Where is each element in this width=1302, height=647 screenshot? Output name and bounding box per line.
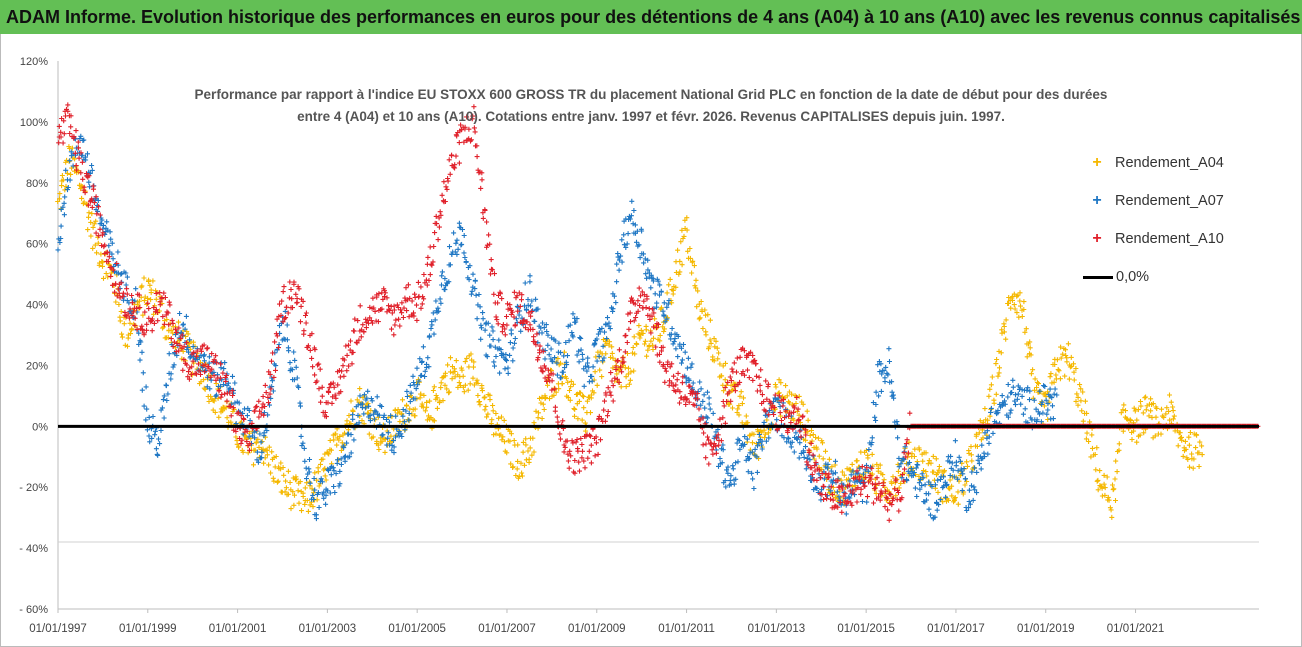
y-tick-label: 60%	[26, 239, 48, 251]
legend-item-a07: + Rendement_A07	[1079, 190, 1224, 212]
x-tick-label: 01/01/2013	[748, 623, 806, 635]
y-tick-label: 0%	[32, 421, 48, 433]
x-tick-label: 01/01/2001	[209, 623, 267, 635]
x-tick-label: 01/01/2021	[1107, 623, 1165, 635]
chart-subtitle-line2: entre 4 (A04) et 10 ans (A10). Cotations…	[297, 109, 1005, 124]
chart-area: 120% 100% 80% 60% 40% 20% 0% - 20% - 40% - 60% 01/…	[0, 34, 1302, 647]
chart-subtitle-line1: Performance par rapport à l'indice EU ST…	[194, 87, 1108, 102]
x-tick-label: 01/01/2017	[927, 623, 985, 635]
legend-item-zero-line: 0,0%	[1079, 266, 1149, 288]
legend-line-zero	[1083, 275, 1113, 279]
y-tick-label: 40%	[26, 300, 48, 312]
y-tick-label: 20%	[26, 360, 48, 372]
legend-item-a04: + Rendement_A04	[1079, 152, 1224, 174]
y-tick-label: - 40%	[19, 543, 48, 555]
chart-plot: 120% 100% 80% 60% 40% 20% 0% - 20% - 40% - 60% 01/…	[19, 56, 1261, 635]
legend-item-a10: + Rendement_A10	[1079, 228, 1224, 250]
series-rendement-a04-points	[55, 144, 1205, 520]
y-tick-label: 80%	[26, 178, 48, 190]
x-tick-label: 01/01/2005	[388, 623, 446, 635]
x-tick-label: 01/01/2019	[1017, 623, 1075, 635]
x-tick-label: 01/01/2009	[568, 623, 626, 635]
chart-subtitle: Performance par rapport à l'indice EU ST…	[151, 84, 1151, 128]
y-tick-label: 120%	[20, 56, 48, 68]
y-tick-label: - 60%	[19, 604, 48, 616]
legend-label-a04: Rendement_A04	[1115, 155, 1224, 171]
chart-banner-title: ADAM Informe. Evolution historique des p…	[0, 0, 1302, 34]
legend-label-a07: Rendement_A07	[1115, 193, 1224, 209]
legend-marker-a04: +	[1092, 154, 1102, 171]
legend-label-a10: Rendement_A10	[1115, 231, 1224, 247]
chart-legend: + Rendement_A04 + Rendement_A07 + Rendem…	[1079, 146, 1269, 306]
y-tick-label: - 20%	[19, 482, 48, 494]
x-tick-label: 01/01/2003	[299, 623, 357, 635]
x-tick-label: 01/01/2007	[478, 623, 536, 635]
series-rendement-a07-points	[55, 133, 1060, 522]
legend-marker-a10: +	[1092, 230, 1102, 247]
legend-label-zero-line: 0,0%	[1116, 269, 1150, 285]
x-tick-label: 01/01/1997	[29, 623, 87, 635]
legend-marker-a07: +	[1092, 192, 1102, 209]
x-tick-label: 01/01/2011	[658, 623, 715, 635]
x-tick-label: 01/01/2015	[837, 623, 895, 635]
y-tick-label: 100%	[20, 117, 48, 129]
x-tick-label: 01/01/1999	[119, 623, 177, 635]
